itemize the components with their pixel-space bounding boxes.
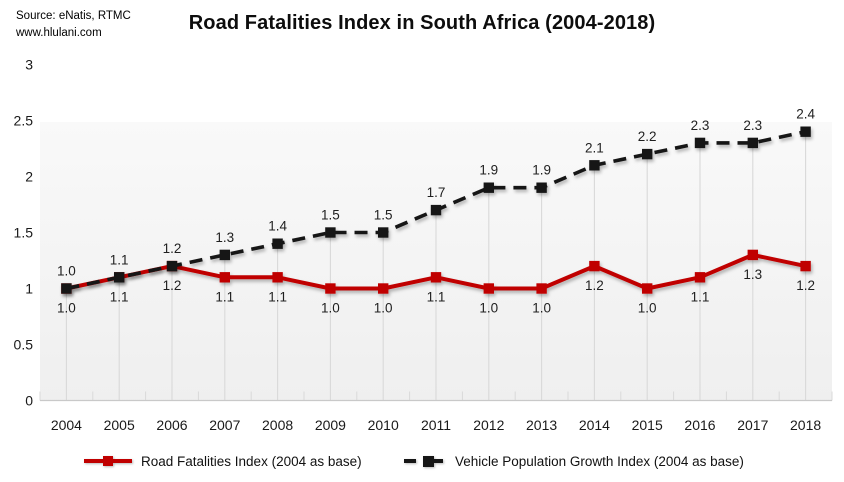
- data-label: 1.0: [374, 301, 393, 316]
- red-solid-line-marker-icon: [84, 456, 132, 466]
- x-axis-year-label: 2012: [473, 417, 504, 433]
- chart-legend: Road Fatalities Index (2004 as base) Veh…: [0, 446, 844, 476]
- x-axis-year-label: 2004: [51, 417, 82, 433]
- data-point-marker: [430, 204, 442, 216]
- series-vehicle-population: [61, 126, 811, 294]
- data-label: 1.0: [532, 301, 551, 316]
- x-axis-year-label: 2013: [526, 417, 557, 433]
- data-label: 2.1: [585, 140, 604, 155]
- data-label: 1.1: [268, 289, 287, 304]
- x-axis-year-label: 2007: [209, 417, 240, 433]
- x-axis-year-label: 2011: [421, 417, 451, 433]
- data-point-marker: [642, 283, 653, 294]
- data-label: 1.1: [691, 289, 710, 304]
- data-label: 1.3: [743, 267, 762, 282]
- data-point-marker: [272, 272, 283, 283]
- x-axis-year-label: 2008: [262, 417, 293, 433]
- y-axis-tick-label: 3: [25, 57, 33, 73]
- data-label: 1.2: [163, 241, 182, 256]
- x-axis-year-label: 2014: [579, 417, 610, 433]
- data-label: 1.7: [427, 185, 446, 200]
- source-note: Source: eNatis, RTMC www.hlulani.com: [16, 8, 131, 41]
- legend-black-square: [423, 455, 434, 467]
- data-point-marker: [536, 283, 547, 294]
- data-label: 1.0: [57, 264, 76, 279]
- data-label: 2.3: [743, 118, 762, 133]
- y-axis-tick-label: 1.5: [14, 225, 34, 241]
- y-axis-tick-label: 0.5: [14, 337, 34, 353]
- black-dashed-line-marker-icon: [404, 455, 446, 467]
- x-axis-year-label: 2017: [737, 417, 768, 433]
- data-label: 1.1: [110, 252, 129, 267]
- data-point-marker: [747, 249, 758, 261]
- data-point-marker: [483, 283, 494, 294]
- data-label: 1.5: [374, 208, 393, 223]
- legend-black-dash: [404, 459, 416, 463]
- data-label: 1.4: [268, 219, 287, 234]
- data-point-marker: [694, 272, 706, 283]
- y-axis-tick-label: 2: [25, 169, 33, 185]
- data-point-marker: [114, 272, 125, 283]
- data-point-marker: [272, 238, 283, 249]
- x-axis-year-label: 2018: [790, 417, 821, 433]
- data-label: 1.1: [427, 289, 446, 304]
- x-axis-year-label: 2005: [104, 417, 135, 433]
- data-point-marker: [378, 227, 389, 238]
- data-point-marker: [800, 126, 811, 137]
- data-point-marker: [747, 137, 758, 149]
- data-label: 1.0: [638, 301, 657, 316]
- data-label: 1.2: [163, 278, 182, 293]
- data-point-marker: [378, 283, 389, 294]
- x-axis-year-label: 2009: [315, 417, 346, 433]
- data-point-marker: [536, 182, 547, 193]
- x-axis-year-label: 2010: [368, 417, 399, 433]
- legend-label-road-fatalities: Road Fatalities Index (2004 as base): [141, 453, 362, 469]
- data-point-marker: [166, 260, 178, 272]
- data-point-marker: [325, 283, 336, 294]
- data-label: 1.0: [57, 301, 76, 316]
- data-label: 1.1: [110, 289, 129, 304]
- data-point-marker: [589, 160, 600, 171]
- data-label: 1.9: [479, 163, 498, 178]
- data-point-marker: [219, 272, 230, 283]
- data-point-marker: [800, 260, 811, 272]
- y-axis-tick-label: 1: [25, 281, 33, 297]
- legend-item-road-fatalities: Road Fatalities Index (2004 as base): [84, 446, 362, 476]
- data-label: 1.1: [215, 289, 234, 304]
- legend-item-vehicle-population: Vehicle Population Growth Index (2004 as…: [404, 446, 744, 476]
- legend-red-square: [103, 456, 113, 466]
- x-axis-year-label: 2015: [632, 417, 663, 433]
- data-label: 2.4: [796, 107, 815, 122]
- data-label: 2.2: [638, 129, 657, 144]
- data-point-marker: [694, 137, 706, 149]
- data-point-marker: [61, 283, 72, 294]
- legend-label-vehicle-population: Vehicle Population Growth Index (2004 as…: [455, 453, 744, 469]
- data-point-marker: [325, 227, 336, 238]
- data-label: 1.9: [532, 163, 551, 178]
- legend-black-dash: [434, 459, 443, 463]
- x-axis-year-label: 2016: [684, 417, 715, 433]
- source-line-2: www.hlulani.com: [16, 26, 102, 39]
- data-label: 2.3: [691, 118, 710, 133]
- source-line-1: Source: eNatis, RTMC: [16, 10, 131, 22]
- data-point-marker: [642, 148, 653, 160]
- data-label: 1.0: [321, 301, 340, 316]
- data-label: 1.5: [321, 208, 340, 223]
- data-point-marker: [589, 260, 600, 272]
- chart-title: Road Fatalities Index in South Africa (2…: [188, 12, 656, 34]
- data-label: 1.0: [479, 301, 498, 316]
- data-point-marker: [483, 182, 494, 193]
- data-label: 1.2: [796, 278, 815, 293]
- chart-plot-area: 3 2.5 2 1.5 1 0.5 0 2004 2005 2006 2007 2008 2009 201…: [14, 57, 833, 433]
- data-label: 1.3: [215, 230, 234, 245]
- x-axis-year-label: 2006: [156, 417, 187, 433]
- data-point-marker: [430, 272, 442, 283]
- y-axis-tick-label: 0: [25, 393, 33, 409]
- data-label: 1.2: [585, 278, 604, 293]
- y-axis-tick-label: 2.5: [14, 113, 34, 129]
- data-point-marker: [219, 249, 230, 261]
